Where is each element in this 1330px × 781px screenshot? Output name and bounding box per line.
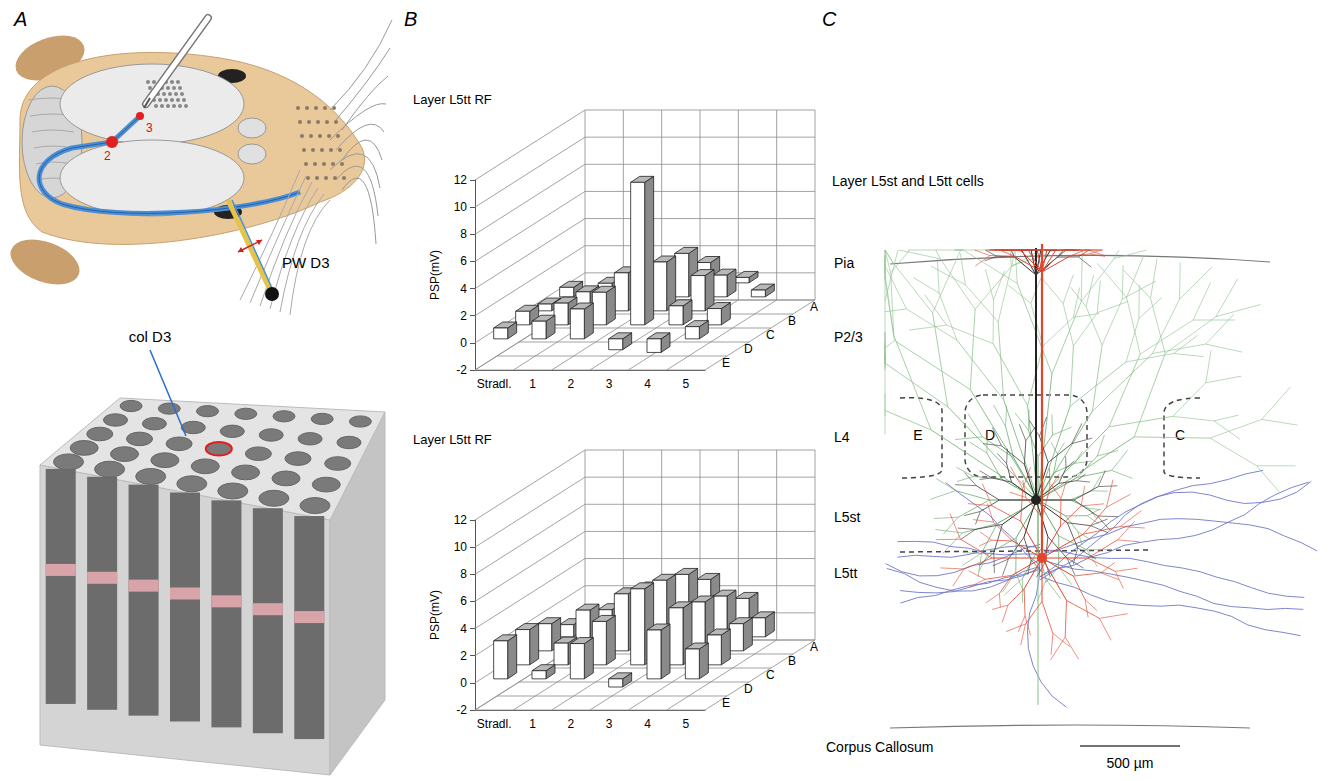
svg-text:-2: -2 — [456, 363, 467, 377]
svg-text:6: 6 — [460, 254, 467, 268]
svg-text:C: C — [822, 8, 837, 30]
svg-text:L4: L4 — [834, 429, 850, 445]
svg-text:C: C — [766, 328, 775, 342]
svg-text:4: 4 — [460, 282, 467, 296]
svg-text:P2/3: P2/3 — [834, 329, 863, 345]
svg-text:2: 2 — [460, 309, 467, 323]
svg-text:A: A — [810, 300, 818, 314]
svg-text:L5tt: L5tt — [834, 565, 857, 581]
svg-text:col D3: col D3 — [129, 328, 172, 345]
svg-text:C: C — [1175, 427, 1185, 443]
svg-text:0: 0 — [460, 676, 467, 690]
svg-text:PSP(mV): PSP(mV) — [428, 590, 442, 640]
svg-text:0: 0 — [460, 336, 467, 350]
svg-text:8: 8 — [460, 227, 467, 241]
svg-text:Layer L5tt RF: Layer L5tt RF — [413, 432, 492, 447]
svg-text:4: 4 — [644, 377, 651, 391]
svg-text:D: D — [744, 342, 753, 356]
svg-text:A: A — [13, 8, 27, 30]
svg-text:4: 4 — [644, 717, 651, 731]
svg-text:PSP(mV): PSP(mV) — [428, 250, 442, 300]
svg-text:1: 1 — [529, 717, 536, 731]
svg-text:Pia: Pia — [834, 255, 854, 271]
svg-text:5: 5 — [682, 717, 689, 731]
svg-text:D: D — [744, 682, 753, 696]
svg-text:L5st: L5st — [834, 509, 861, 525]
svg-text:A: A — [810, 640, 818, 654]
svg-text:E: E — [722, 356, 730, 370]
svg-text:3: 3 — [606, 717, 613, 731]
svg-text:12: 12 — [454, 173, 468, 187]
svg-text:10: 10 — [454, 540, 468, 554]
svg-text:C: C — [766, 668, 775, 682]
svg-text:12: 12 — [454, 513, 468, 527]
svg-text:3: 3 — [146, 121, 153, 135]
svg-text:3: 3 — [606, 377, 613, 391]
svg-text:B: B — [788, 654, 796, 668]
svg-text:2: 2 — [460, 649, 467, 663]
svg-text:B: B — [788, 314, 796, 328]
svg-text:500 µm: 500 µm — [1107, 755, 1154, 771]
svg-text:Corpus Callosum: Corpus Callosum — [826, 739, 933, 755]
svg-text:Layer L5st and L5tt cells: Layer L5st and L5tt cells — [832, 173, 984, 189]
svg-text:Stradl.: Stradl. — [477, 717, 512, 731]
svg-text:2: 2 — [567, 717, 574, 731]
svg-text:10: 10 — [454, 200, 468, 214]
svg-text:E: E — [722, 696, 730, 710]
svg-text:Layer L5tt RF: Layer L5tt RF — [413, 92, 492, 107]
svg-text:4: 4 — [460, 622, 467, 636]
svg-text:1: 1 — [529, 377, 536, 391]
svg-text:D: D — [984, 427, 996, 443]
svg-text:6: 6 — [460, 594, 467, 608]
svg-text:Stradl.: Stradl. — [477, 377, 512, 391]
svg-text:E: E — [913, 427, 922, 443]
svg-text:B: B — [404, 8, 417, 30]
svg-text:5: 5 — [682, 377, 689, 391]
svg-text:2: 2 — [567, 377, 574, 391]
svg-text:PW D3: PW D3 — [282, 254, 330, 271]
svg-text:-2: -2 — [456, 703, 467, 717]
svg-text:2: 2 — [104, 149, 111, 163]
svg-text:8: 8 — [460, 567, 467, 581]
